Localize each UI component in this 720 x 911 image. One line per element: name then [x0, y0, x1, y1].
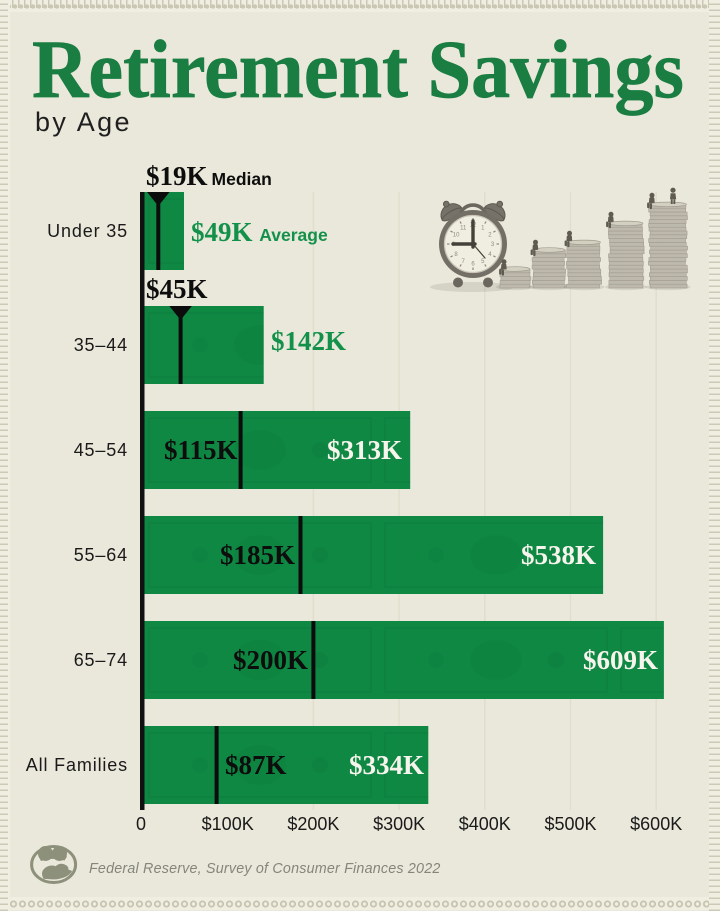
svg-text:7: 7: [462, 259, 466, 265]
svg-text:11: 11: [460, 225, 467, 231]
svg-text:2: 2: [488, 232, 492, 238]
svg-text:6: 6: [471, 262, 475, 268]
svg-text:5: 5: [481, 259, 485, 265]
svg-text:4: 4: [488, 252, 492, 258]
svg-text:8: 8: [454, 252, 458, 258]
svg-text:1: 1: [481, 225, 485, 231]
svg-text:3: 3: [491, 242, 495, 248]
svg-text:10: 10: [453, 232, 460, 238]
